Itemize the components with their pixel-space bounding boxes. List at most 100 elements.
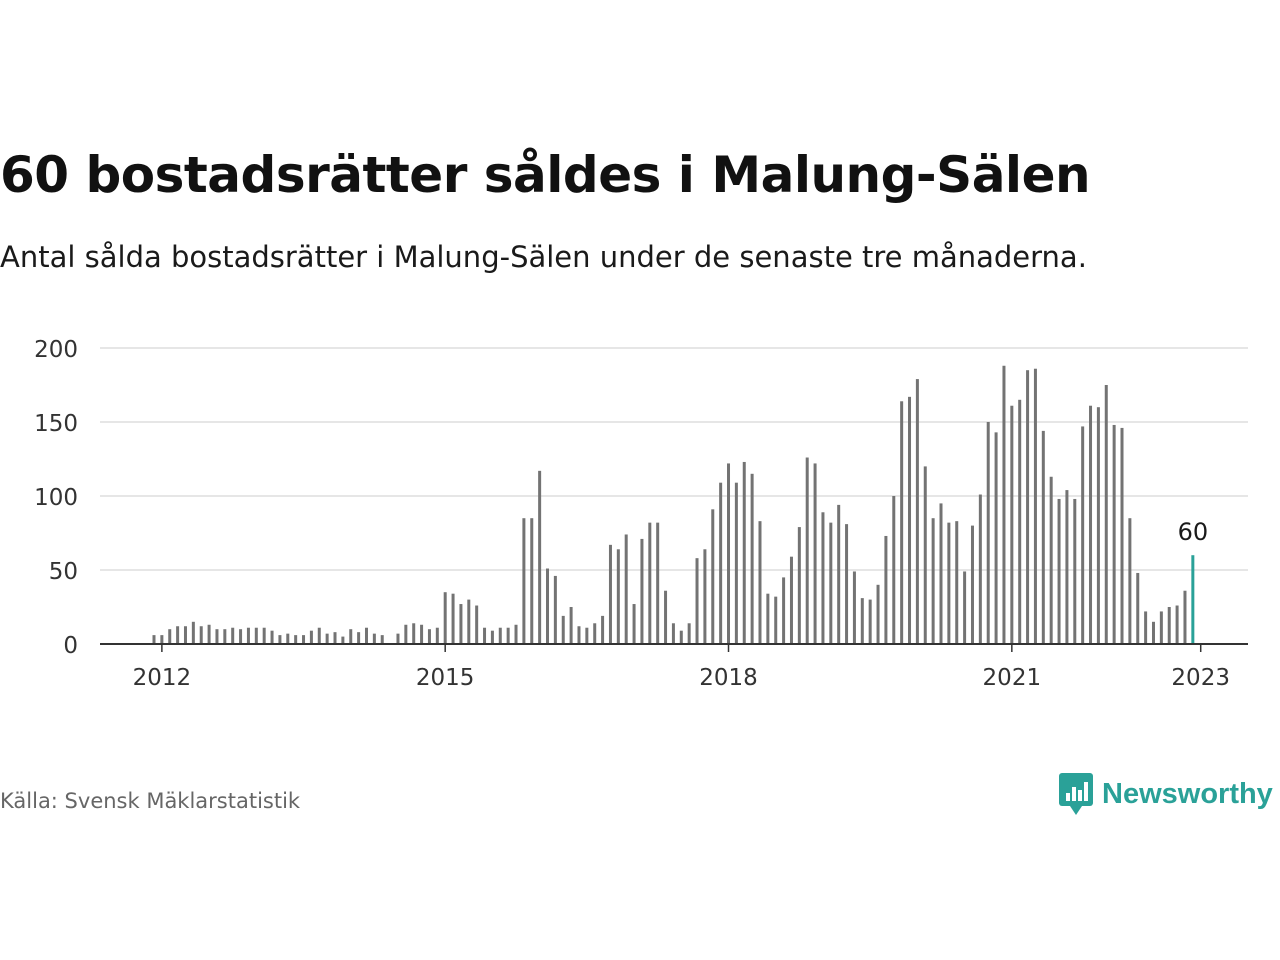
bar: [396, 633, 400, 644]
bar: [246, 627, 250, 644]
bar: [624, 534, 628, 644]
bar-chart: 0 50 100 150 200 2012 2015 2018 2021 2023 60: [34, 337, 1248, 691]
bar: [530, 518, 534, 644]
bars: [152, 365, 1195, 644]
bar: [506, 627, 510, 644]
bar: [884, 535, 888, 644]
bar: [955, 521, 959, 644]
chart-subtitle: Antal sålda bostadsrätter i Malung-Sälen…: [0, 240, 1087, 274]
bar: [207, 624, 211, 644]
bar: [1104, 385, 1108, 644]
bar: [797, 527, 801, 644]
bar: [1089, 405, 1093, 644]
bar: [750, 473, 754, 644]
bar: [152, 635, 156, 644]
bar: [183, 626, 187, 644]
bar: [561, 615, 565, 644]
bar: [892, 496, 896, 644]
bar: [317, 627, 321, 644]
bar: [309, 630, 313, 644]
bar: [333, 632, 337, 644]
bar: [593, 623, 597, 644]
bar: [483, 627, 487, 644]
bar: [294, 635, 298, 644]
bar: [1120, 427, 1124, 644]
y-tick-label: 200: [34, 337, 78, 363]
bar: [727, 463, 731, 644]
bar: [805, 457, 809, 644]
bar: [632, 604, 636, 644]
bar: [1175, 605, 1179, 644]
bar: [1026, 370, 1030, 644]
bar: [734, 482, 738, 644]
y-tick-label: 100: [34, 485, 78, 511]
bar: [813, 463, 817, 644]
bar: [254, 627, 258, 644]
highlight-value-label: 60: [1178, 518, 1209, 546]
bar: [223, 629, 227, 644]
bar: [687, 623, 691, 644]
brand-name: Newsworthy: [1102, 777, 1273, 810]
bar: [829, 522, 833, 644]
bar: [443, 592, 447, 644]
bar: [278, 635, 282, 644]
bar: [1167, 607, 1171, 644]
bar: [467, 599, 471, 644]
bar: [569, 607, 573, 644]
bar: [711, 509, 715, 644]
highlight-annotation: 60: [1178, 518, 1209, 546]
bar: [168, 629, 172, 644]
bar: [325, 633, 329, 644]
bar: [1136, 572, 1140, 644]
bar: [239, 629, 243, 644]
bar: [845, 524, 849, 644]
bar: [262, 627, 266, 644]
bar: [364, 627, 368, 644]
bar: [1128, 518, 1132, 644]
bar: [553, 575, 557, 644]
bar: [695, 558, 699, 644]
bar: [608, 544, 612, 644]
bar: [522, 518, 526, 644]
grid-lines: [100, 347, 1248, 571]
bar: [357, 632, 361, 644]
bar: [994, 432, 998, 644]
bar: [459, 604, 463, 644]
bar: [1144, 611, 1148, 644]
bar: [270, 630, 274, 644]
bar: [1057, 498, 1061, 644]
bar: [1183, 590, 1187, 644]
bar: [538, 470, 542, 644]
bar: [915, 379, 919, 644]
y-tick-label: 0: [63, 633, 78, 659]
x-tick-label: 2023: [1171, 665, 1230, 691]
bar: [349, 629, 353, 644]
y-axis-ticks: 0 50 100 150 200: [34, 337, 78, 659]
bar: [978, 494, 982, 644]
bar: [372, 633, 376, 644]
bar: [656, 522, 660, 644]
bar: [742, 461, 746, 644]
bar: [1096, 407, 1100, 644]
bar: [176, 626, 180, 644]
bar: [1049, 476, 1053, 644]
bar: [1018, 399, 1022, 644]
bar: [876, 584, 880, 644]
y-tick-label: 50: [49, 559, 78, 585]
bar: [435, 627, 439, 644]
bar: [821, 512, 825, 644]
x-tick-label: 2018: [699, 665, 758, 691]
bar: [302, 635, 306, 644]
bar: [1065, 490, 1069, 644]
bar: [1112, 424, 1116, 644]
bar: [427, 629, 431, 644]
bar: [498, 627, 502, 644]
bar: [490, 630, 494, 644]
bar: [404, 624, 408, 644]
bar: [774, 596, 778, 644]
bar: [648, 522, 652, 644]
x-tick-label: 2015: [416, 665, 475, 691]
bar: [420, 624, 424, 644]
bar: [640, 538, 644, 644]
bar: [719, 482, 723, 644]
